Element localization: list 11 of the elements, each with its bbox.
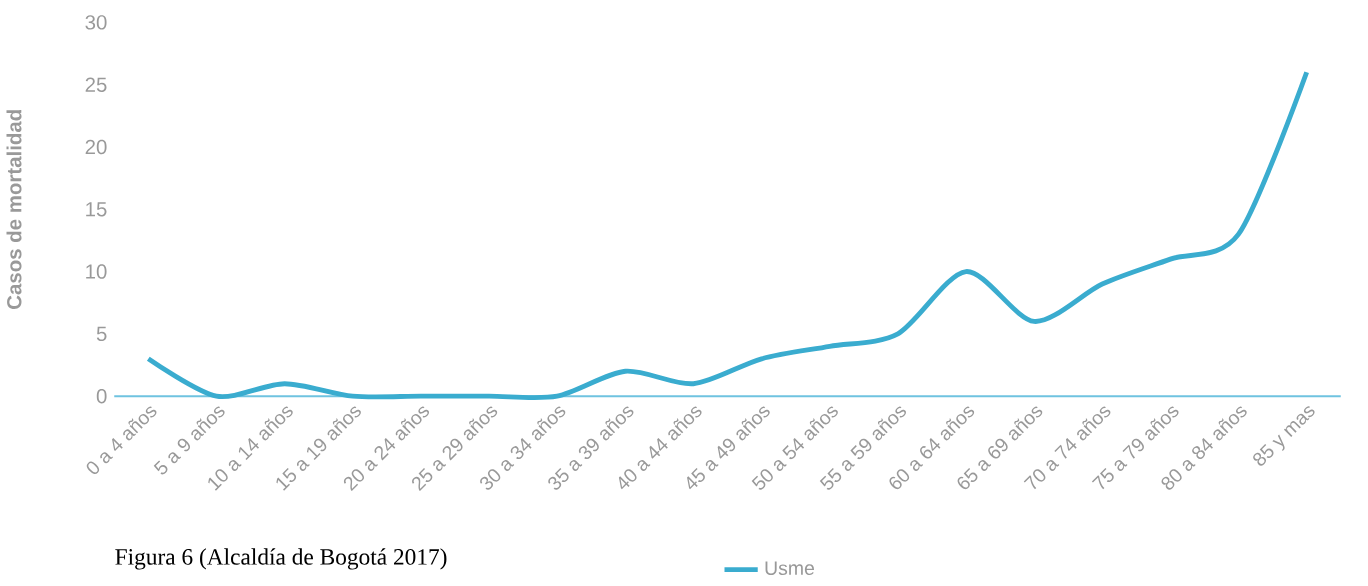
- y-tick-label: 5: [96, 326, 107, 342]
- y-tick-label: 30: [85, 15, 107, 30]
- y-tick-label: 15: [86, 202, 107, 217]
- y-axis-title: Casos de mortalidad: [6, 110, 22, 310]
- legend-label: Usme: [765, 561, 815, 576]
- y-tick-label: 20: [85, 139, 107, 155]
- x-tick-label: 85 y mas: [1253, 406, 1315, 466]
- text: Figura 6 (Alcaldía de Bogotá 2017): [115, 548, 447, 570]
- y-tick-label: 0: [96, 389, 107, 404]
- y-tick-label: 25: [85, 77, 107, 93]
- y-tick-label: 10: [86, 264, 107, 280]
